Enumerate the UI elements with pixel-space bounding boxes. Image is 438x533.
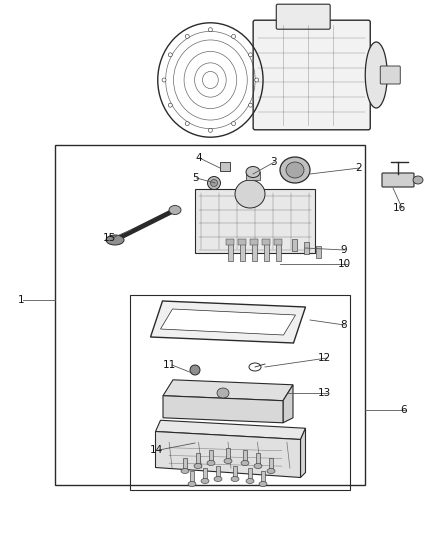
Ellipse shape [207, 461, 215, 465]
Bar [226, 239, 234, 245]
Text: 14: 14 [150, 445, 163, 455]
Bar [240, 243, 244, 261]
Text: 9: 9 [340, 245, 346, 255]
Ellipse shape [168, 103, 172, 107]
Bar [316, 246, 321, 258]
Bar [220, 162, 230, 171]
Ellipse shape [231, 477, 239, 481]
Text: 6: 6 [400, 405, 406, 415]
Bar [248, 468, 252, 480]
Ellipse shape [286, 162, 304, 178]
Ellipse shape [259, 481, 267, 487]
Bar [183, 458, 187, 470]
Bar [209, 450, 213, 462]
Polygon shape [151, 301, 305, 343]
FancyBboxPatch shape [382, 173, 414, 187]
Polygon shape [195, 189, 315, 253]
Bar [276, 243, 280, 261]
Bar [55, 145, 365, 485]
Text: 13: 13 [318, 388, 331, 398]
Ellipse shape [208, 128, 212, 132]
FancyBboxPatch shape [253, 20, 370, 130]
Text: 5: 5 [192, 173, 198, 183]
Bar [196, 453, 200, 465]
Polygon shape [283, 385, 293, 423]
Ellipse shape [162, 78, 166, 82]
Bar [190, 471, 194, 483]
Bar [262, 239, 270, 245]
Bar [269, 458, 273, 470]
Text: 1: 1 [18, 295, 25, 305]
Ellipse shape [185, 35, 189, 38]
Ellipse shape [248, 103, 253, 107]
Text: 16: 16 [393, 203, 406, 213]
Ellipse shape [280, 157, 310, 183]
Ellipse shape [208, 28, 212, 31]
Polygon shape [155, 432, 300, 478]
FancyBboxPatch shape [380, 66, 400, 84]
Bar [292, 239, 297, 251]
Ellipse shape [106, 235, 124, 245]
Bar [261, 471, 265, 483]
Text: 4: 4 [195, 153, 201, 163]
Ellipse shape [255, 78, 259, 82]
Text: 8: 8 [340, 320, 346, 330]
Ellipse shape [201, 479, 209, 483]
Polygon shape [300, 428, 305, 478]
Ellipse shape [413, 176, 423, 184]
Bar [226, 448, 230, 460]
Ellipse shape [168, 53, 172, 57]
Text: 12: 12 [318, 353, 331, 363]
Bar [130, 295, 350, 490]
Ellipse shape [365, 42, 387, 108]
Polygon shape [163, 380, 293, 401]
Text: 2: 2 [355, 163, 362, 173]
Ellipse shape [190, 365, 200, 375]
Bar [274, 239, 282, 245]
Ellipse shape [246, 479, 254, 483]
Ellipse shape [235, 180, 265, 208]
Ellipse shape [217, 388, 229, 398]
Ellipse shape [232, 122, 236, 126]
Ellipse shape [224, 458, 232, 464]
Ellipse shape [185, 122, 189, 126]
Text: 11: 11 [163, 360, 176, 370]
FancyBboxPatch shape [276, 4, 330, 29]
Ellipse shape [181, 469, 189, 473]
Ellipse shape [208, 176, 220, 190]
Bar [216, 466, 220, 478]
Ellipse shape [211, 180, 218, 187]
Bar [251, 243, 257, 261]
Ellipse shape [188, 481, 196, 487]
Bar [238, 239, 246, 245]
Ellipse shape [248, 53, 253, 57]
Polygon shape [163, 395, 283, 423]
Bar [243, 450, 247, 462]
Bar [233, 466, 237, 478]
Polygon shape [160, 309, 296, 335]
Ellipse shape [169, 206, 181, 214]
Ellipse shape [214, 477, 222, 481]
Bar [256, 453, 260, 465]
Bar [304, 242, 309, 254]
Ellipse shape [246, 166, 260, 177]
Text: 15: 15 [103, 233, 116, 243]
Bar [227, 243, 233, 261]
Ellipse shape [232, 35, 236, 38]
Text: 10: 10 [338, 259, 351, 269]
Polygon shape [155, 420, 305, 440]
Ellipse shape [267, 469, 275, 473]
Bar [250, 239, 258, 245]
Bar [203, 468, 207, 480]
Bar [246, 172, 260, 180]
Ellipse shape [241, 461, 249, 465]
Bar [264, 243, 268, 261]
Text: 3: 3 [270, 157, 277, 167]
Ellipse shape [254, 464, 262, 469]
Ellipse shape [194, 464, 202, 469]
